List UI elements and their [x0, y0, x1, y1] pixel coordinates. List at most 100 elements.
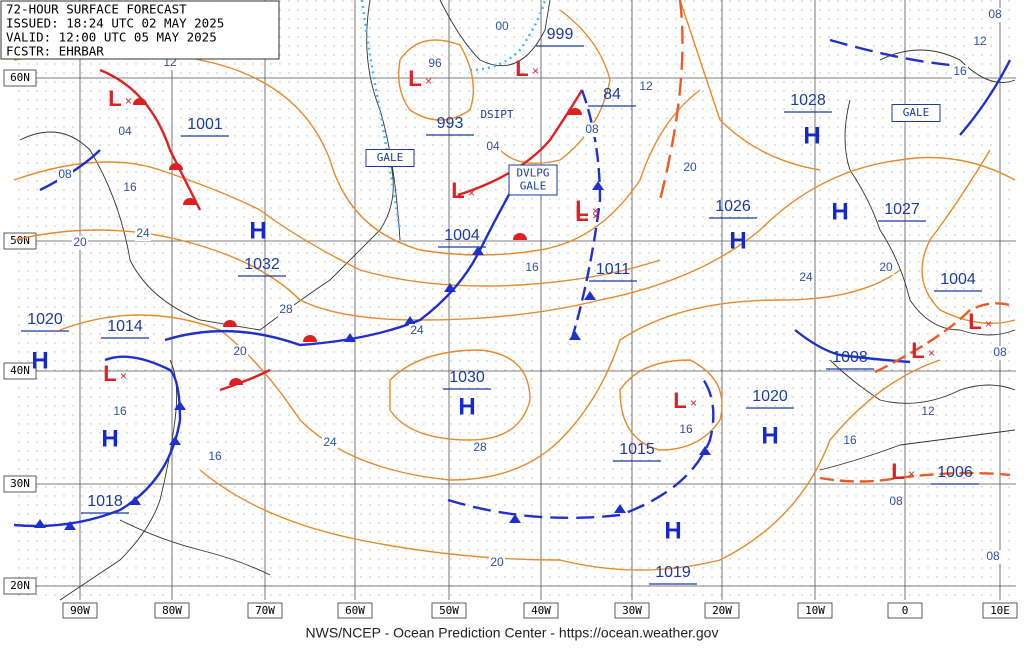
isobar-label-bg [57, 168, 73, 182]
front [568, 89, 602, 346]
isobar-label-bg [409, 324, 425, 338]
low-cross: × [125, 94, 132, 108]
latitude-label-box [3, 475, 37, 493]
notice-box [891, 104, 941, 122]
isobar-label: 00 [495, 19, 509, 33]
fronts [13, 0, 1012, 530]
central-pressure: 999 [547, 26, 574, 43]
isobar-label: 12 [973, 34, 987, 48]
isobar-label: 12 [921, 404, 935, 418]
longitude-label-box [982, 602, 1018, 619]
high-symbol: H [249, 217, 266, 244]
pressure-centers: L × 1001 L × 993 L × 999 L × 84 L × 1004 L × 1011 H 1032 H 10… [21, 26, 992, 585]
low-symbol: L [103, 361, 116, 386]
isobar-label-bg [278, 303, 294, 317]
warm-front-pip [513, 233, 527, 240]
notice-box [365, 149, 415, 167]
isobar-label: 08 [988, 7, 1002, 21]
notice-text: DVLPG [516, 167, 549, 180]
latitude-label: 20N [10, 579, 30, 592]
latitude-label: 50N [10, 234, 30, 247]
isobar-label: 20 [879, 260, 893, 274]
front [819, 471, 1011, 483]
longitude-label: 60W [345, 604, 365, 617]
high-symbol: H [729, 227, 746, 254]
isobar-label: 16 [525, 260, 539, 274]
isobar-label-bg [207, 450, 223, 464]
isobar-label: 16 [208, 449, 222, 463]
isobar-label: 04 [118, 124, 132, 138]
isobar-label: 20 [490, 555, 504, 569]
central-pressure: 1014 [107, 318, 143, 335]
front [874, 302, 1011, 374]
latitude-label: 30N [10, 477, 30, 490]
front [219, 368, 271, 392]
longitude-label: 10W [805, 604, 825, 617]
isobar-label-bg [798, 271, 814, 285]
longitude-label-box [704, 602, 740, 619]
isobar-label: 28 [473, 440, 487, 454]
longitude-label: 40W [531, 604, 551, 617]
longitude-label-box [337, 602, 373, 619]
isobar-label-bg [232, 345, 248, 359]
isobar-label-bg [112, 405, 128, 419]
central-pressure: 1027 [884, 201, 920, 218]
cold-front-pip [174, 401, 186, 410]
high-symbol: H [31, 347, 48, 374]
central-pressure: 1006 [937, 464, 973, 481]
central-pressure: 1026 [715, 198, 751, 215]
isobar-label: 16 [843, 433, 857, 447]
latitude-label-box [3, 362, 37, 380]
longitude-label: 20W [712, 604, 732, 617]
isobar-label: 20 [233, 344, 247, 358]
central-pressure: 1020 [752, 388, 788, 405]
front [13, 355, 182, 528]
longitude-label-box [154, 602, 190, 619]
high-symbol: H [664, 517, 681, 544]
central-pressure: 84 [603, 86, 621, 103]
isobar-label: 16 [953, 64, 967, 78]
longitude-label: 90W [70, 604, 90, 617]
longitude-label: 30W [622, 604, 642, 617]
high-symbol: H [761, 422, 778, 449]
central-pressure: 1018 [87, 493, 123, 510]
low-symbol: L [408, 66, 421, 91]
central-pressure: 1015 [619, 441, 655, 458]
front [447, 374, 715, 520]
isobar-label: 04 [486, 139, 500, 153]
cold-front-pip [169, 436, 181, 445]
cold-front-pip [472, 246, 484, 255]
footer-credit: NWS/NCEP - Ocean Prediction Center - htt… [306, 625, 719, 641]
low-cross: × [985, 317, 992, 331]
cold-front-pip [592, 181, 604, 190]
cold-front-pip [614, 504, 626, 513]
header-line: 72-HOUR SURFACE FORECAST [6, 2, 187, 17]
isobar-label: 28 [279, 302, 293, 316]
warm-front-pip [223, 320, 237, 327]
longitude-label-box [62, 602, 98, 619]
isobar-label-bg [842, 434, 858, 448]
isobar-label-bg [888, 495, 904, 509]
warm-front-pip [169, 163, 183, 170]
isobar-label: 24 [136, 226, 150, 240]
isobar-label: 20 [73, 235, 87, 249]
central-pressure: 1008 [832, 349, 868, 366]
low-symbol: L [968, 309, 981, 334]
warm-front-pip [568, 108, 582, 115]
isobar-label-bg [72, 236, 88, 250]
cold-front-pip [584, 291, 596, 300]
central-pressure: 1004 [940, 271, 976, 288]
latitude-label: 60N [10, 71, 30, 84]
cold-front-pip [344, 333, 356, 342]
longitude-label-box [247, 602, 283, 619]
central-pressure: 1004 [444, 227, 480, 244]
isobar-label-bg [494, 20, 510, 34]
low-cross: × [592, 204, 599, 218]
cold-front-pip [509, 514, 521, 523]
isobar-label: 16 [113, 404, 127, 418]
front [794, 329, 911, 364]
isobar-label-bg [972, 35, 988, 49]
low-symbol: L [515, 56, 528, 81]
